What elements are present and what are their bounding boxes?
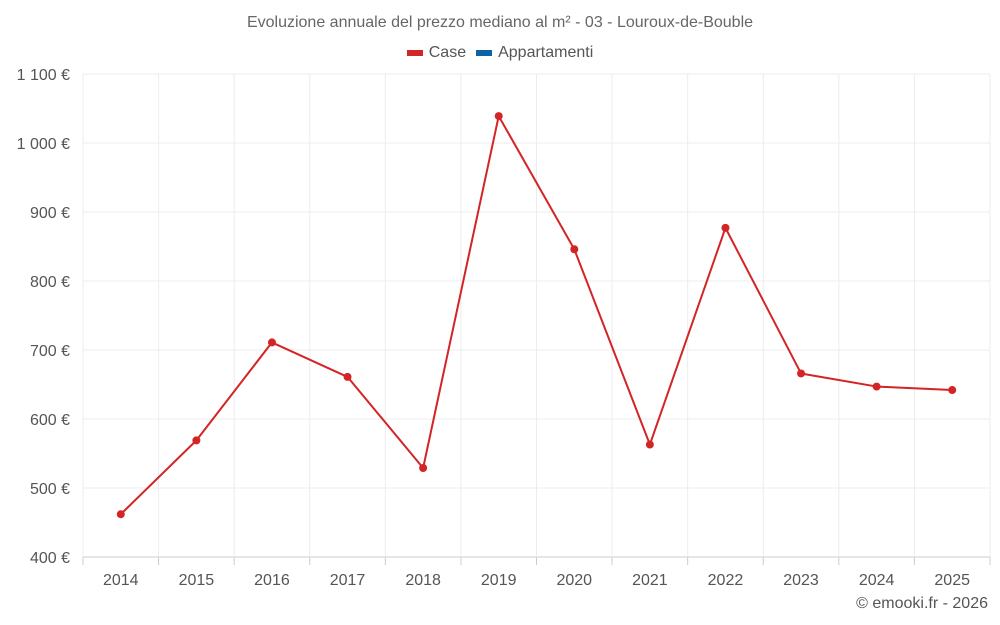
series-line-case (120, 115, 953, 515)
x-tick-label: 2017 (330, 572, 366, 589)
x-tick-label: 2019 (481, 572, 517, 589)
data-point (343, 372, 352, 381)
data-point (797, 369, 806, 378)
y-tick-label: 900 € (30, 205, 70, 222)
data-point (267, 338, 276, 347)
x-tick-label: 2021 (632, 572, 668, 589)
legend-swatch-appartamenti (476, 50, 493, 56)
data-point (570, 245, 579, 254)
x-tick-label: 2015 (179, 572, 215, 589)
y-tick-label: 400 € (30, 550, 70, 567)
grid-lines (82, 73, 991, 565)
data-point (948, 386, 957, 395)
y-tick-label: 1 000 € (17, 136, 70, 153)
legend-label-case: Case (428, 44, 467, 61)
x-tick-label: 2016 (254, 572, 290, 589)
y-axis-ticks: 400 € 500 € 600 € 700 € 800 € 900 € 1 000 € 1 1… (17, 67, 70, 567)
data-point (192, 436, 201, 445)
y-tick-label: 600 € (30, 412, 70, 429)
x-tick-label: 2014 (103, 572, 139, 589)
x-tick-label: 2023 (783, 572, 819, 589)
y-tick-label: 800 € (30, 274, 70, 291)
x-tick-label: 2022 (708, 572, 744, 589)
legend-swatch-case (406, 50, 423, 56)
y-tick-label: 700 € (30, 343, 70, 360)
x-tick-label: 2020 (556, 572, 592, 589)
legend-label-appartamenti: Appartamenti (498, 44, 594, 61)
x-tick-label: 2018 (405, 572, 441, 589)
data-point (872, 382, 881, 391)
credit-text: © emooki.fr - 2026 (856, 595, 988, 612)
series-layer (116, 112, 957, 519)
data-point (645, 440, 654, 449)
legend-item-appartamenti[interactable]: Appartamenti (476, 44, 593, 62)
data-point (419, 463, 428, 472)
x-tick-label: 2025 (934, 572, 970, 589)
data-point (721, 223, 730, 232)
y-tick-label: 1 100 € (17, 67, 70, 84)
legend-item-case[interactable]: Case (406, 44, 467, 62)
x-tick-label: 2024 (859, 572, 895, 589)
x-axis-ticks: 2014 2015 2016 2017 2018 2019 2020 2021 2022 2023… (103, 572, 970, 589)
chart-legend: Case Appartamenti (0, 44, 1000, 62)
data-point (494, 112, 503, 121)
y-tick-label: 500 € (30, 481, 70, 498)
data-point (116, 510, 125, 519)
chart-title: Evoluzione annuale del prezzo mediano al… (246, 14, 754, 31)
